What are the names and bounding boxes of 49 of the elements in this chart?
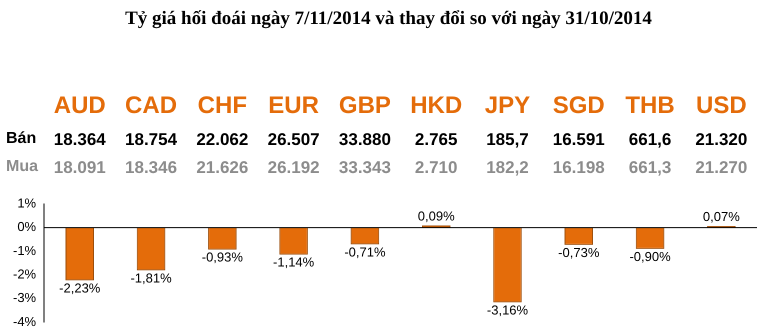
text: Mua [6, 158, 38, 176]
text: 2.765 [414, 130, 458, 150]
text: 18.346 [125, 158, 178, 178]
y-tick-label: 0% [17, 219, 37, 234]
y-tick-label: -1% [12, 242, 37, 258]
text: 18.091 [54, 158, 106, 178]
text: 16.198 [552, 158, 605, 178]
x-tick-label: THB [625, 92, 675, 120]
data-label: 0,09% [418, 208, 456, 224]
text: 18.754 [125, 130, 178, 150]
text: 22.062 [196, 130, 248, 150]
data-label: 0,07% [702, 209, 740, 224]
text: 33.880 [338, 130, 391, 150]
text: 21.626 [196, 158, 248, 178]
text: 26.507 [268, 130, 320, 150]
text: 21.320 [695, 130, 748, 150]
text: 16.591 [552, 130, 605, 150]
data-label: -0,93% [202, 250, 244, 265]
text: 182,2 [486, 158, 529, 178]
text: 33.343 [338, 158, 391, 178]
text: 185,7 [486, 130, 529, 150]
text: 661,6 [628, 130, 672, 150]
y-tick-label: -4% [12, 314, 37, 329]
x-tick-label: GBP [338, 92, 391, 120]
y-tick-label: -3% [12, 290, 37, 306]
x-tick-label: JPY [484, 92, 530, 120]
text: 2.710 [414, 158, 458, 178]
data-label: -1,14% [273, 254, 315, 270]
data-label: -3,16% [486, 302, 529, 318]
x-tick-label: AUD [54, 92, 106, 120]
text: 21.270 [695, 158, 748, 178]
data-label: -2,23% [59, 280, 101, 296]
x-tick-label: EUR [268, 92, 319, 120]
data-label: -1,81% [130, 270, 172, 286]
data-label: -0,90% [629, 248, 672, 264]
text: Bán [6, 130, 36, 148]
chart-title: Tỷ giá hối đoái ngày 7/11/2014 và thay đổi so với ngày 31/10/2014 [124, 8, 653, 30]
x-tick-label: HKD [410, 92, 462, 120]
x-tick-label: CHF [198, 92, 247, 120]
x-tick-label: CAD [125, 92, 178, 120]
text: 661,3 [628, 158, 672, 178]
x-tick-label: SGD [552, 92, 605, 120]
data-label: -0,71% [344, 244, 386, 260]
text: 26.192 [268, 158, 320, 178]
y-tick-label: -2% [12, 266, 37, 282]
text: 18.364 [54, 130, 106, 150]
data-label: -0,73% [558, 244, 600, 260]
x-tick-label: USD [696, 92, 747, 120]
y-tick-label: 1% [17, 196, 37, 211]
